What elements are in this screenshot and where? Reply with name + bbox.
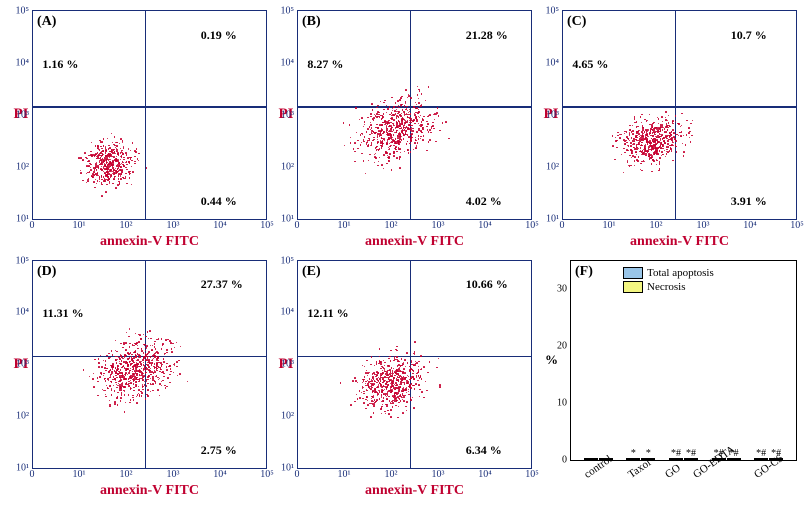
quadrant-pct-ul: 1.16 % — [42, 57, 78, 72]
quadrant-pct-ur: 27.37 % — [201, 277, 243, 292]
x-axis-label: annexin-V FITC — [32, 234, 267, 252]
quadrant-pct-ur: 10.66 % — [466, 277, 508, 292]
x-ticks: 010¹10²10³10⁴10⁵ — [297, 220, 532, 234]
quadrant-pct-ul: 12.11 % — [307, 306, 348, 321]
quadrant-pct-ur: 10.7 % — [731, 28, 767, 43]
panel-e: PI(E)10¹10²10³10⁴10⁵12.11 %10.66 %6.34 %… — [275, 260, 532, 502]
panel-c: PI(C)10¹10²10³10⁴10⁵4.65 %10.7 %3.91 %01… — [540, 10, 797, 252]
bar-group: *#*# — [669, 458, 698, 460]
panel-d: PI(D)10¹10²10³10⁴10⁵11.31 %27.37 %2.75 %… — [10, 260, 267, 502]
scatter-plot: (A)10¹10²10³10⁴10⁵1.16 %0.19 %0.44 % — [32, 10, 267, 220]
bar-y-axis: 0102030 — [541, 261, 569, 461]
bar — [584, 458, 598, 460]
significance-marker: *# — [756, 448, 766, 459]
y-ticks: 10¹10²10³10⁴10⁵ — [11, 261, 31, 469]
figure-grid: PI(A)10¹10²10³10⁴10⁵1.16 %0.19 %0.44 %01… — [10, 10, 797, 501]
significance-marker: *# — [671, 448, 681, 459]
quadrant-pct-lr: 3.91 % — [731, 194, 767, 209]
y-ticks: 10¹10²10³10⁴10⁵ — [276, 261, 296, 469]
scatter-plot: (B)10¹10²10³10⁴10⁵8.27 %21.28 %4.02 % — [297, 10, 532, 220]
x-ticks: 010¹10²10³10⁴10⁵ — [297, 469, 532, 483]
x-tick-label: GO — [663, 462, 693, 496]
quadrant-pct-ul: 8.27 % — [307, 57, 343, 72]
quadrant-pct-lr: 4.02 % — [466, 194, 502, 209]
y-tick: 0 — [562, 455, 567, 466]
x-ticks: 010¹10²10³10⁴10⁵ — [32, 220, 267, 234]
x-tick-label: Taxol — [626, 457, 664, 496]
y-ticks: 10¹10²10³10⁴10⁵ — [276, 11, 296, 219]
quadrant-pct-lr: 0.44 % — [201, 194, 237, 209]
x-axis-label: annexin-V FITC — [32, 483, 267, 501]
scatter-plot: (C)10¹10²10³10⁴10⁵4.65 %10.7 %3.91 % — [562, 10, 797, 220]
quadrant-pct-ur: 21.28 % — [466, 28, 508, 43]
quadrant-pct-lr: 6.34 % — [466, 443, 502, 458]
scatter-plot: (D)10¹10²10³10⁴10⁵11.31 %27.37 %2.75 % — [32, 260, 267, 470]
y-tick: 30 — [557, 284, 567, 295]
bar: * — [626, 458, 640, 460]
x-axis-label: annexin-V FITC — [297, 234, 532, 252]
x-axis-label: annexin-V FITC — [562, 234, 797, 252]
panel-a: PI(A)10¹10²10³10⁴10⁵1.16 %0.19 %0.44 %01… — [10, 10, 267, 252]
quadrant-pct-ur: 0.19 % — [201, 28, 237, 43]
quadrant-pct-ul: 4.65 % — [572, 57, 608, 72]
x-ticks: 010¹10²10³10⁴10⁵ — [562, 220, 797, 234]
x-ticks: 010¹10²10³10⁴10⁵ — [32, 469, 267, 483]
quadrant-pct-ul: 11.31 % — [42, 306, 83, 321]
y-tick: 10 — [557, 398, 567, 409]
scatter-plot: (E)10¹10²10³10⁴10⁵12.11 %10.66 %6.34 % — [297, 260, 532, 470]
y-ticks: 10¹10²10³10⁴10⁵ — [11, 11, 31, 219]
panel-b: PI(B)10¹10²10³10⁴10⁵8.27 %21.28 %4.02 %0… — [275, 10, 532, 252]
y-ticks: 10¹10²10³10⁴10⁵ — [541, 11, 561, 219]
quadrant-pct-lr: 2.75 % — [201, 443, 237, 458]
significance-marker: * — [631, 448, 636, 459]
bar-x-ticks: controlTaxolGOGO-EDTAGO-CS — [570, 461, 797, 501]
x-axis-label: annexin-V FITC — [297, 483, 532, 501]
bar-plot: (F) Total apoptosisNecrosis % 0102030 **… — [570, 260, 797, 462]
y-tick: 20 — [557, 341, 567, 352]
bar-groups: ***#*#*#*#*#*# — [571, 261, 796, 461]
bar: *# — [684, 458, 698, 460]
bar: *# — [669, 458, 683, 460]
significance-marker: *# — [686, 448, 696, 459]
panel-f: (F) Total apoptosisNecrosis % 0102030 **… — [540, 260, 797, 502]
